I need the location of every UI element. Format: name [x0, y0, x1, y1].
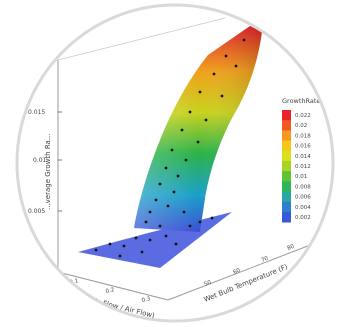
legend-label: 0.01 — [295, 174, 307, 180]
legend-label: 0.008 — [295, 184, 311, 190]
legend-label: 0.018 — [295, 133, 311, 139]
x-tick-label: 0.1 — [69, 278, 79, 286]
data-points — [94, 38, 246, 258]
back-wall-line — [57, 17, 226, 61]
circle-frame — [15, 3, 335, 323]
legend: GrowthRate 0.022 0.02 0.018 0.016 0.014 0.012… — [282, 97, 320, 223]
x-axis-line — [57, 271, 169, 301]
legend-swatch — [282, 161, 291, 172]
legend-label: 0.02 — [295, 123, 307, 129]
legend-swatch — [282, 110, 291, 121]
z-tick-label: 0.015 — [28, 109, 45, 116]
legend-label: 0.002 — [295, 215, 311, 221]
y-tick-label: 80 — [287, 243, 296, 251]
z-axis-label: ...verage Growth Ra... — [44, 133, 52, 210]
legend-swatch — [282, 130, 291, 141]
legend-label: 0.006 — [295, 195, 311, 201]
legend-swatch — [282, 191, 291, 203]
y-axis-line — [167, 241, 319, 301]
legend-swatch — [282, 171, 291, 182]
legend-swatch — [282, 212, 291, 223]
legend-label: 0.012 — [295, 164, 311, 170]
legend-label: 0.022 — [295, 113, 311, 119]
legend-swatch — [282, 181, 291, 192]
legend-swatch — [282, 201, 291, 213]
legend-label: 0.004 — [295, 205, 311, 211]
z-tick-label: 0.01 — [33, 157, 47, 164]
legend-label: 0.014 — [295, 154, 311, 160]
y-tick-label: 50 — [204, 279, 213, 287]
legend-swatch — [282, 140, 291, 152]
x-tick-label: 0.2 — [105, 287, 115, 295]
z-tick-label: 0.005 — [28, 208, 45, 215]
y-tick-label: 70 — [261, 255, 270, 263]
legend-title: GrowthRate — [282, 97, 320, 105]
legend-label: 0.016 — [295, 144, 311, 150]
y-tick-label: 60 — [233, 267, 242, 275]
legend-swatch — [282, 150, 291, 162]
x-tick-label: 0.3 — [141, 296, 151, 304]
legend-swatch — [282, 120, 291, 131]
